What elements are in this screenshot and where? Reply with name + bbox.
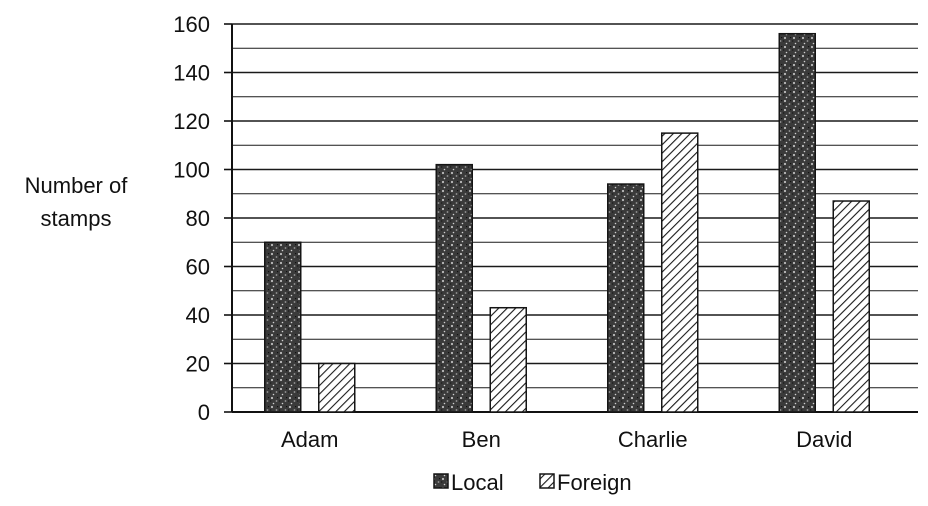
bar-foreign-david — [832, 200, 870, 413]
bar-local-david — [778, 32, 816, 413]
legend-swatch-local — [433, 473, 449, 489]
y-axis-label-line-1: Number of — [25, 173, 129, 198]
bar-local-charlie — [607, 183, 645, 413]
bar-local-ben — [435, 163, 473, 413]
legend-label-foreign: Foreign — [557, 470, 632, 495]
bar-foreign-adam — [318, 362, 356, 413]
y-tick-label: 140 — [173, 61, 210, 86]
legend: Local Foreign — [433, 470, 632, 495]
bars — [264, 32, 870, 413]
x-tick-label-adam: Adam — [281, 427, 338, 452]
y-tick-label: 80 — [186, 206, 210, 231]
y-tick-label: 0 — [198, 400, 210, 425]
bar-foreign-ben — [489, 306, 527, 413]
y-axis-label-line-2: stamps — [41, 206, 112, 231]
y-tick-label: 40 — [186, 303, 210, 328]
bar-foreign-charlie — [661, 132, 699, 413]
y-tick-label: 100 — [173, 158, 210, 183]
legend-label-local: Local — [451, 470, 504, 495]
y-tick-label: 120 — [173, 109, 210, 134]
y-tick-label: 60 — [186, 255, 210, 280]
legend-swatch-foreign — [539, 473, 555, 489]
y-tick-label: 160 — [173, 12, 210, 37]
x-tick-labels: Adam Ben Charlie David — [281, 427, 852, 452]
y-tick-labels: 0 20 40 60 80 100 120 140 160 — [173, 12, 232, 425]
bar-local-adam — [264, 241, 302, 413]
x-tick-label-david: David — [796, 427, 852, 452]
x-tick-label-charlie: Charlie — [618, 427, 688, 452]
x-tick-label-ben: Ben — [462, 427, 501, 452]
y-tick-label: 20 — [186, 352, 210, 377]
